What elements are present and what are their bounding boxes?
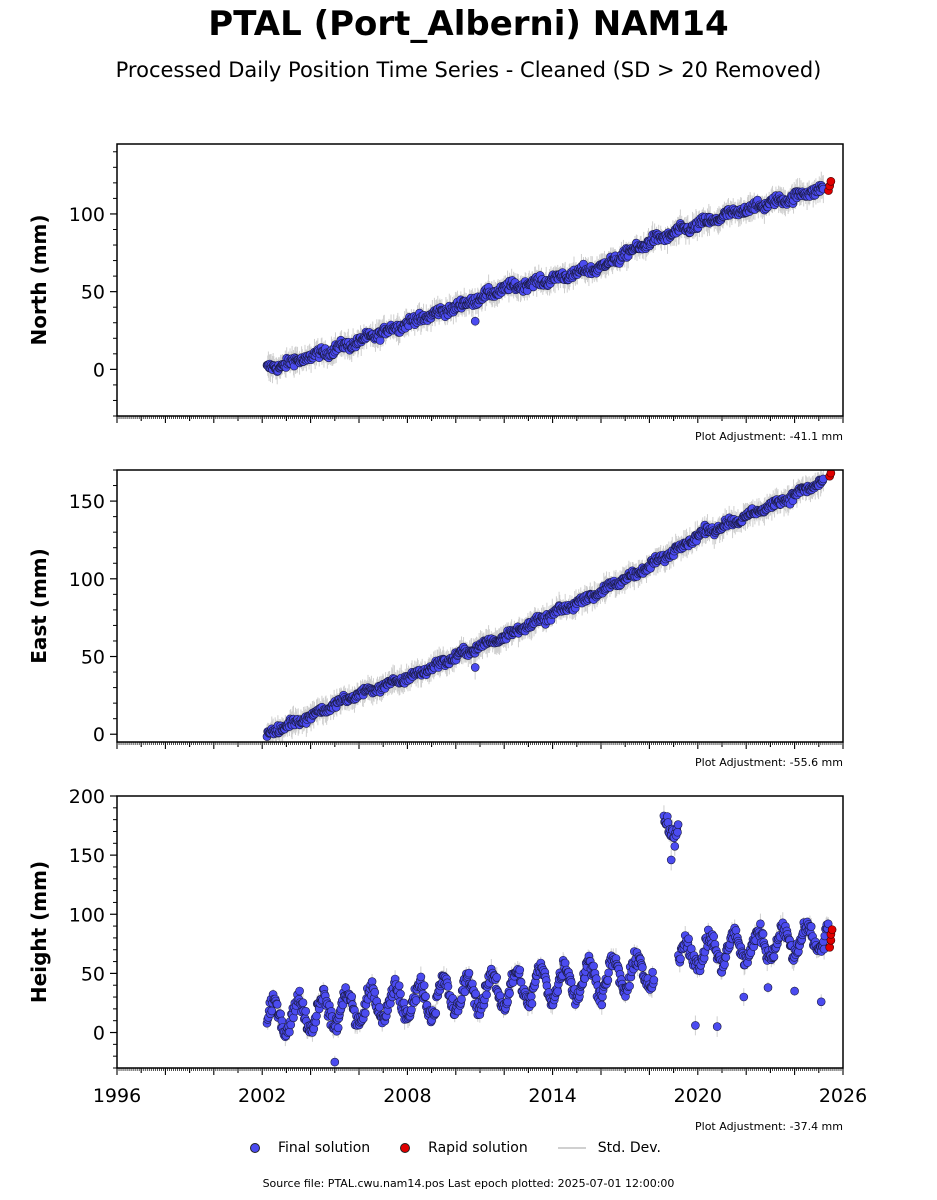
panel-1: 0 50 100 North (mm) Plot Adjustment: -41.1 m… (27, 143, 844, 443)
final-solution-point (470, 663, 480, 672)
y-tick-label: 0 (93, 359, 105, 381)
final-solution-point (375, 336, 385, 345)
final-solution-point (312, 1011, 321, 1021)
y-tick-label: 100 (69, 569, 105, 591)
final-solution-point (272, 999, 282, 1009)
final-solution-point (301, 1006, 311, 1016)
plot-frame (116, 143, 844, 417)
data-layer (262, 805, 837, 1068)
final-solution-point (285, 1027, 294, 1037)
y-tick-label: 50 (81, 282, 105, 304)
plot-adjustment-label: Plot Adjustment: -41.1 mm (695, 430, 843, 443)
chart-title: PTAL (Port_Alberni) NAM14 (208, 4, 729, 44)
y-axis-label: North (mm) (27, 214, 51, 345)
final-solution-point (470, 316, 480, 326)
chart-subtitle: Processed Daily Position Time Series - C… (115, 58, 822, 82)
y-tick-label: 0 (93, 724, 105, 746)
final-solution-point (298, 998, 308, 1008)
data-layer (262, 470, 836, 742)
y-tick-label: 50 (81, 647, 105, 669)
y-tick-label: 150 (69, 491, 105, 513)
panel-2: 0 50 100 150 East (mm) Plot Adjustment: -55.6… (27, 469, 844, 769)
y-tick-label: 100 (69, 204, 105, 226)
data-layer (262, 171, 836, 385)
y-axis-label: East (mm) (27, 548, 51, 664)
final-solution-point (295, 986, 304, 996)
rapid-solution-point (826, 177, 836, 186)
rapid-solution-point (826, 470, 836, 478)
plot-adjustment-label: Plot Adjustment: -55.6 mm (695, 756, 843, 769)
final-solution-point (276, 1009, 285, 1019)
